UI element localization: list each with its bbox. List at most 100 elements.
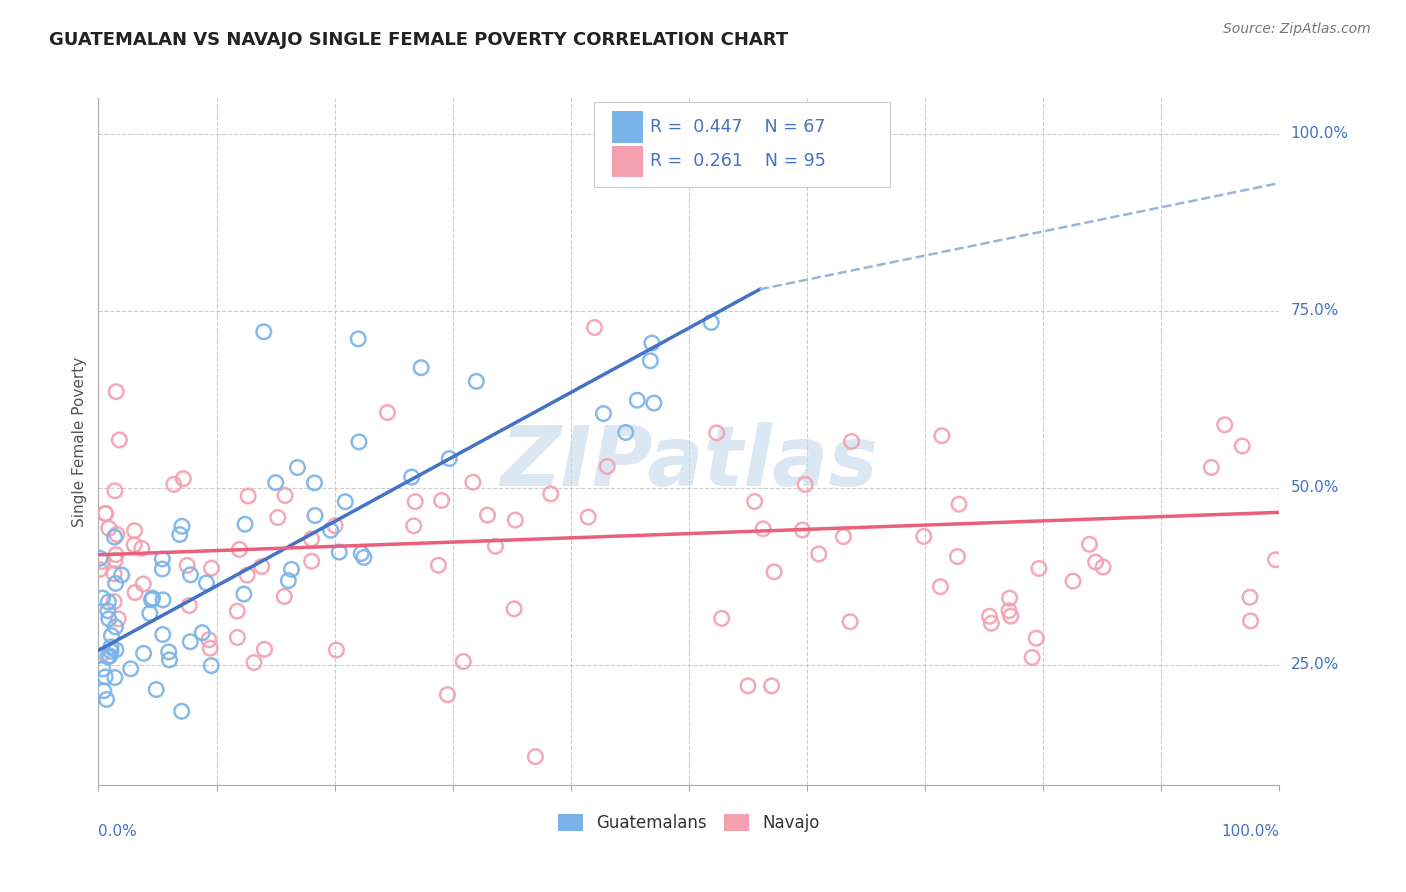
Point [576, 510, 599, 524]
Point [236, 568, 259, 582]
Point [304, 508, 326, 523]
Point [198, 632, 221, 647]
Point [97, 612, 120, 626]
Point [233, 517, 256, 532]
Point [97, 649, 120, 664]
Point [1021, 650, 1043, 665]
Point [191, 625, 214, 640]
Point [430, 493, 453, 508]
Point [179, 634, 201, 648]
Point [96, 692, 118, 706]
Point [103, 594, 125, 608]
Point [912, 529, 935, 543]
Point [170, 519, 193, 533]
Point [120, 662, 142, 676]
Point [132, 577, 155, 591]
Point [301, 554, 323, 568]
Point [100, 640, 122, 654]
Point [794, 477, 817, 491]
Point [931, 429, 953, 443]
Point [104, 620, 127, 634]
Point [1239, 591, 1261, 605]
Point [157, 645, 180, 659]
Point [273, 590, 295, 604]
Point [807, 547, 830, 561]
Point [232, 587, 254, 601]
Point [761, 679, 783, 693]
Point [124, 585, 146, 599]
Point [104, 530, 127, 544]
Point [427, 558, 450, 573]
Point [319, 523, 342, 537]
Point [1078, 537, 1101, 551]
Point [200, 658, 222, 673]
Point [461, 475, 484, 490]
Point [304, 475, 326, 490]
Legend: Guatemalans, Navajo: Guatemalans, Navajo [551, 807, 827, 838]
Point [1000, 609, 1022, 624]
Point [841, 434, 863, 449]
Point [100, 629, 122, 643]
Point [287, 460, 309, 475]
Text: 75.0%: 75.0% [1291, 303, 1339, 318]
Point [335, 494, 357, 508]
Point [325, 643, 347, 657]
Point [100, 644, 122, 658]
Point [792, 523, 814, 537]
Point [97, 521, 120, 535]
Point [301, 532, 323, 546]
Point [89, 562, 111, 576]
Point [195, 576, 218, 591]
Y-axis label: Single Female Poverty: Single Female Poverty [72, 357, 87, 526]
Point [150, 552, 173, 566]
Point [94, 507, 117, 521]
Point [763, 565, 786, 579]
Point [152, 593, 174, 607]
FancyBboxPatch shape [612, 145, 643, 178]
Point [832, 530, 855, 544]
Point [626, 393, 648, 408]
Point [402, 518, 425, 533]
Point [91, 554, 114, 568]
Point [1028, 561, 1050, 575]
Point [110, 568, 132, 582]
Text: 0.0%: 0.0% [98, 824, 138, 838]
FancyBboxPatch shape [612, 112, 643, 143]
Point [596, 459, 619, 474]
Point [94, 507, 117, 521]
Text: R =  0.447    N = 67: R = 0.447 N = 67 [650, 118, 825, 136]
Point [238, 489, 260, 503]
Text: Source: ZipAtlas.com: Source: ZipAtlas.com [1223, 22, 1371, 37]
Point [1084, 555, 1107, 569]
Point [93, 683, 115, 698]
Text: 50.0%: 50.0% [1291, 480, 1339, 495]
Point [163, 477, 186, 491]
Point [453, 655, 475, 669]
Point [347, 332, 370, 346]
Point [752, 522, 775, 536]
Point [226, 631, 249, 645]
Point [347, 434, 370, 449]
Point [198, 641, 221, 656]
Point [583, 320, 606, 334]
Point [152, 627, 174, 641]
Point [108, 433, 131, 447]
Text: GUATEMALAN VS NAVAJO SINGLE FEMALE POVERTY CORRELATION CHART: GUATEMALAN VS NAVAJO SINGLE FEMALE POVER… [49, 31, 789, 49]
Point [328, 545, 350, 559]
Point [179, 567, 201, 582]
Point [142, 591, 165, 605]
Point [104, 576, 127, 591]
Point [280, 562, 302, 576]
Point [200, 561, 222, 575]
Point [1213, 417, 1236, 432]
Text: 100.0%: 100.0% [1291, 126, 1348, 141]
Point [1025, 631, 1047, 645]
Point [97, 595, 120, 609]
Point [353, 550, 375, 565]
Point [274, 489, 297, 503]
Text: 100.0%: 100.0% [1222, 824, 1279, 838]
Point [436, 688, 458, 702]
Point [104, 548, 127, 562]
FancyBboxPatch shape [595, 102, 890, 187]
Point [104, 553, 127, 567]
